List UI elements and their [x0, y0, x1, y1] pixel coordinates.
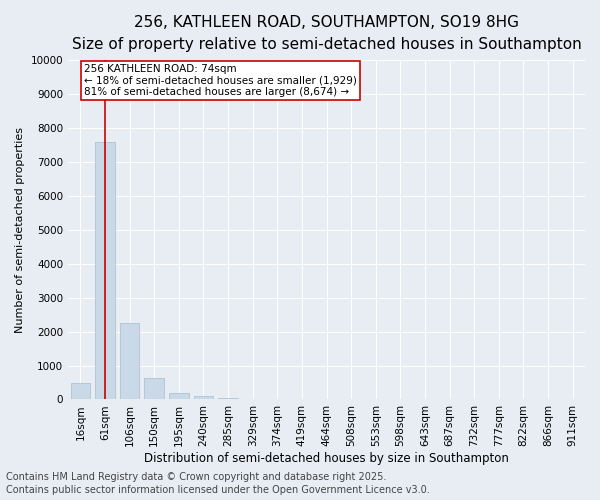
X-axis label: Distribution of semi-detached houses by size in Southampton: Distribution of semi-detached houses by … [144, 452, 509, 465]
Bar [95, 142, 115, 400]
Bar [145, 378, 164, 400]
Bar [218, 398, 238, 400]
Y-axis label: Number of semi-detached properties: Number of semi-detached properties [15, 127, 25, 333]
Text: Contains HM Land Registry data © Crown copyright and database right 2025.
Contai: Contains HM Land Registry data © Crown c… [6, 472, 430, 495]
Bar [194, 396, 213, 400]
Bar [120, 323, 139, 400]
Bar [71, 383, 90, 400]
Text: 256 KATHLEEN ROAD: 74sqm
← 18% of semi-detached houses are smaller (1,929)
81% o: 256 KATHLEEN ROAD: 74sqm ← 18% of semi-d… [84, 64, 357, 97]
Title: 256, KATHLEEN ROAD, SOUTHAMPTON, SO19 8HG
Size of property relative to semi-deta: 256, KATHLEEN ROAD, SOUTHAMPTON, SO19 8H… [71, 15, 581, 52]
Bar [169, 394, 188, 400]
